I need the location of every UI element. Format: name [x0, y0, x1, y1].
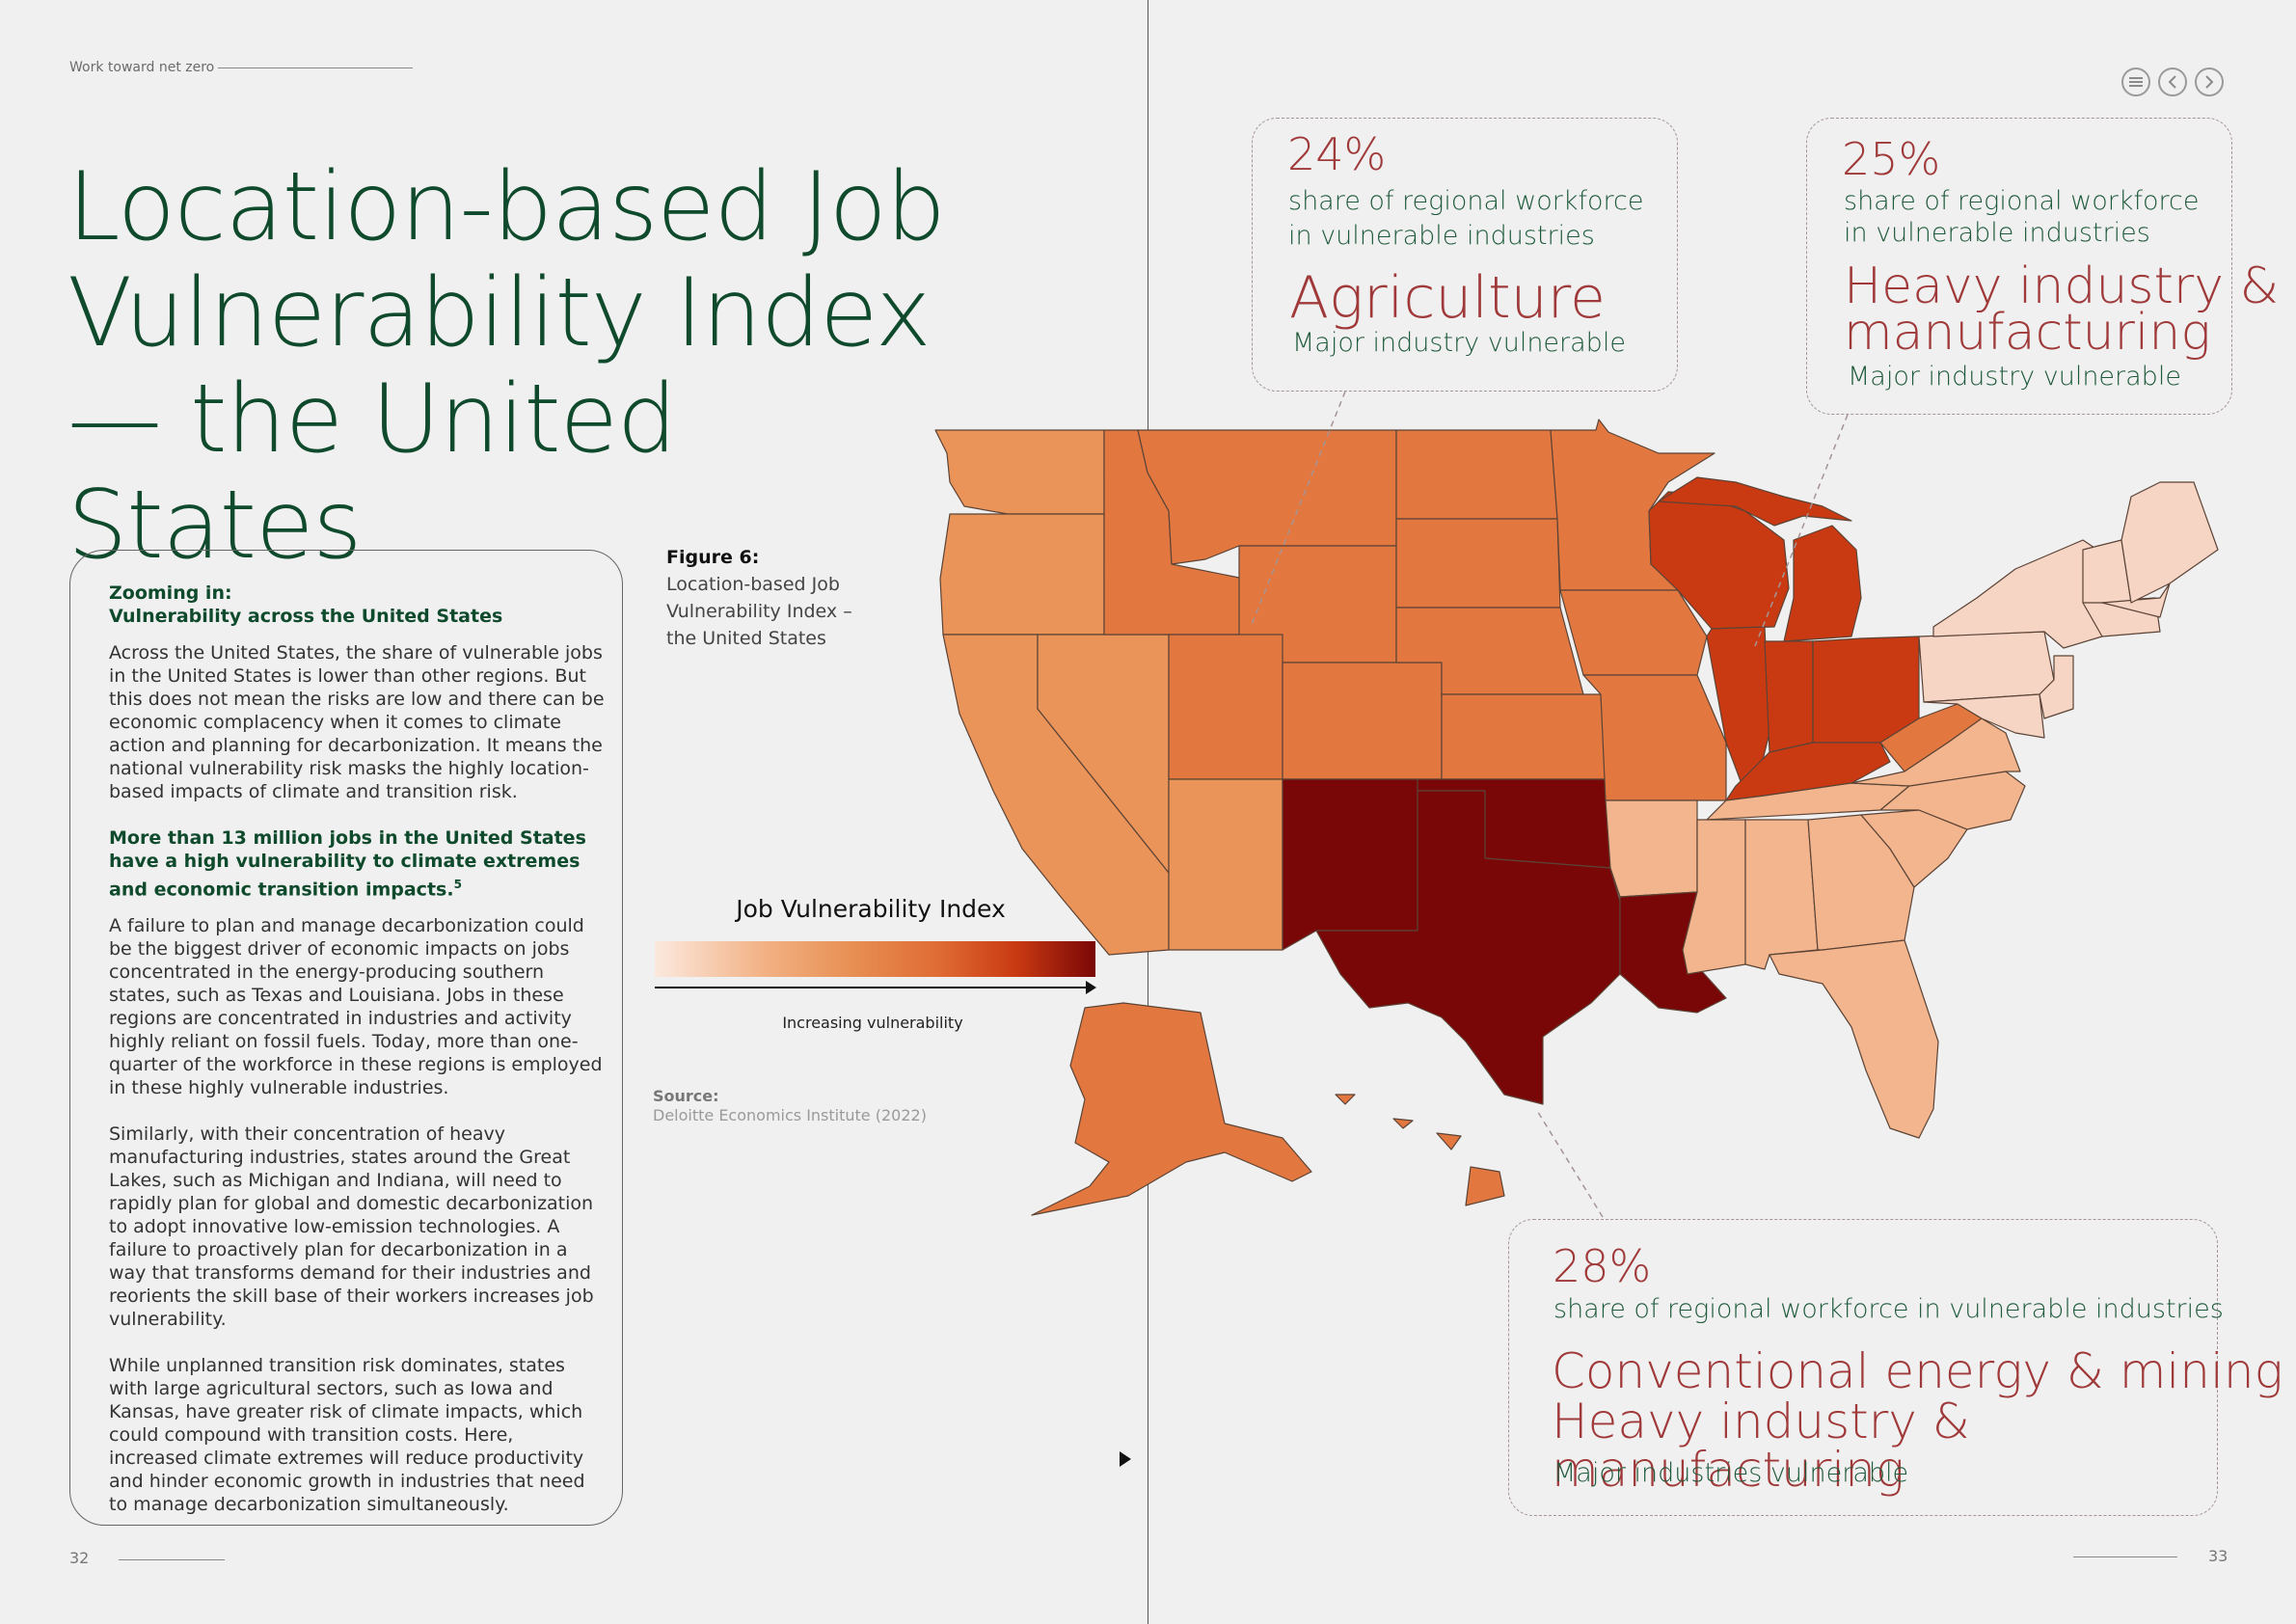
energy-major: Major industries vulnerable — [1553, 1458, 1909, 1488]
state-hawaii-2 — [1436, 1132, 1462, 1150]
legend-arrow-icon — [1086, 981, 1096, 994]
chevron-left-icon — [2168, 75, 2176, 89]
heavy-percent: 25% — [1842, 133, 1941, 185]
panel-highlight: More than 13 million jobs in the United … — [109, 826, 607, 901]
menu-button[interactable] — [2121, 68, 2150, 96]
play-icon[interactable] — [1120, 1451, 1131, 1467]
state-new-jersey — [2039, 655, 2074, 719]
nav-buttons — [2121, 68, 2224, 96]
running-head: Work toward net zero — [69, 60, 215, 75]
state-alaska — [1031, 1002, 1312, 1216]
agriculture-percent: 24% — [1287, 128, 1387, 180]
menu-icon — [2129, 77, 2143, 87]
agriculture-major: Major industry vulnerable — [1292, 328, 1626, 358]
zooming-in-panel — [69, 550, 623, 1526]
callout-energy — [1508, 1219, 2218, 1516]
connector-energy — [1535, 1108, 1604, 1218]
footnote-ref[interactable]: 5 — [453, 878, 462, 891]
panel-heading-2: Vulnerability across the United States — [109, 606, 503, 627]
figure-label: Figure 6: — [666, 547, 760, 568]
state-virginia — [1850, 717, 2021, 787]
figure-caption: Figure 6: Location-based Job Vulnerabili… — [666, 544, 878, 652]
energy-share: share of regional workforce in vulnerabl… — [1553, 1294, 2224, 1324]
legend-axis — [655, 987, 1089, 988]
energy-industry-1: Conventional energy & mining — [1552, 1343, 2283, 1399]
legend-title: Job Vulnerability Index — [736, 895, 1006, 923]
callout-heavy-industry — [1806, 118, 2232, 415]
energy-percent: 28% — [1553, 1240, 1652, 1292]
energy-industry-2: Heavy industry & manufacturing — [1552, 1394, 1970, 1498]
state-michigan — [1783, 525, 1862, 642]
page-number-right: 33 — [2208, 1547, 2228, 1565]
state-hawaii-4 — [1335, 1094, 1356, 1105]
prev-page-button[interactable] — [2158, 68, 2187, 96]
agriculture-share-2: in vulnerable industries — [1288, 221, 1595, 251]
footer-rule-right — [2073, 1556, 2177, 1557]
panel-paragraph-2: A failure to plan and manage decarboniza… — [109, 915, 603, 1099]
state-hawaii-3 — [1392, 1118, 1414, 1129]
callout-agriculture — [1252, 118, 1678, 392]
chevron-right-icon — [2205, 75, 2214, 89]
zooming-in-content: Zooming in: Vulnerability across the Uni… — [109, 582, 607, 1539]
heavy-industry-2: manufacturing — [1844, 304, 2211, 362]
page-title: Location-based Job Vulnerability Index— … — [68, 152, 946, 581]
legend-gradient-bar — [655, 941, 1095, 977]
state-michigan-upper — [1658, 476, 1852, 527]
panel-heading-1: Zooming in: — [109, 582, 232, 604]
footer-rule-left — [119, 1559, 225, 1560]
heavy-major: Major industry vulnerable — [1848, 362, 2181, 392]
heavy-share-1: share of regional workforce — [1844, 186, 2200, 216]
figure-caption-text: Location-based Job Vulnerability Index –… — [666, 574, 852, 649]
source-text: Deloitte Economics Institute (2022) — [653, 1106, 927, 1124]
highlight-text: More than 13 million jobs in the United … — [109, 827, 586, 901]
state-maine — [2120, 481, 2219, 604]
state-florida — [1769, 939, 1939, 1139]
legend-direction-label: Increasing vulnerability — [782, 1014, 963, 1032]
panel-paragraph-4: While unplanned transition risk dominate… — [109, 1355, 585, 1516]
next-page-button[interactable] — [2195, 68, 2224, 96]
source-label: Source: — [653, 1087, 719, 1105]
state-texas — [1315, 790, 1621, 1105]
page-number-left: 32 — [69, 1549, 90, 1567]
connector-heavy — [1754, 414, 1849, 647]
heavy-industry-1: Heavy industry & — [1844, 257, 2280, 315]
agriculture-industry: Agriculture — [1289, 264, 1606, 332]
agriculture-share-1: share of regional workforce — [1288, 186, 1644, 216]
panel-paragraph-1: Across the United States, the share of v… — [109, 642, 605, 802]
state-iowa — [1559, 589, 1708, 676]
panel-paragraph-3: Similarly, with their concentration of h… — [109, 1123, 594, 1331]
heavy-share-2: in vulnerable industries — [1844, 218, 2150, 248]
state-hawaii — [1465, 1166, 1505, 1206]
connector-agriculture — [1250, 391, 1346, 628]
